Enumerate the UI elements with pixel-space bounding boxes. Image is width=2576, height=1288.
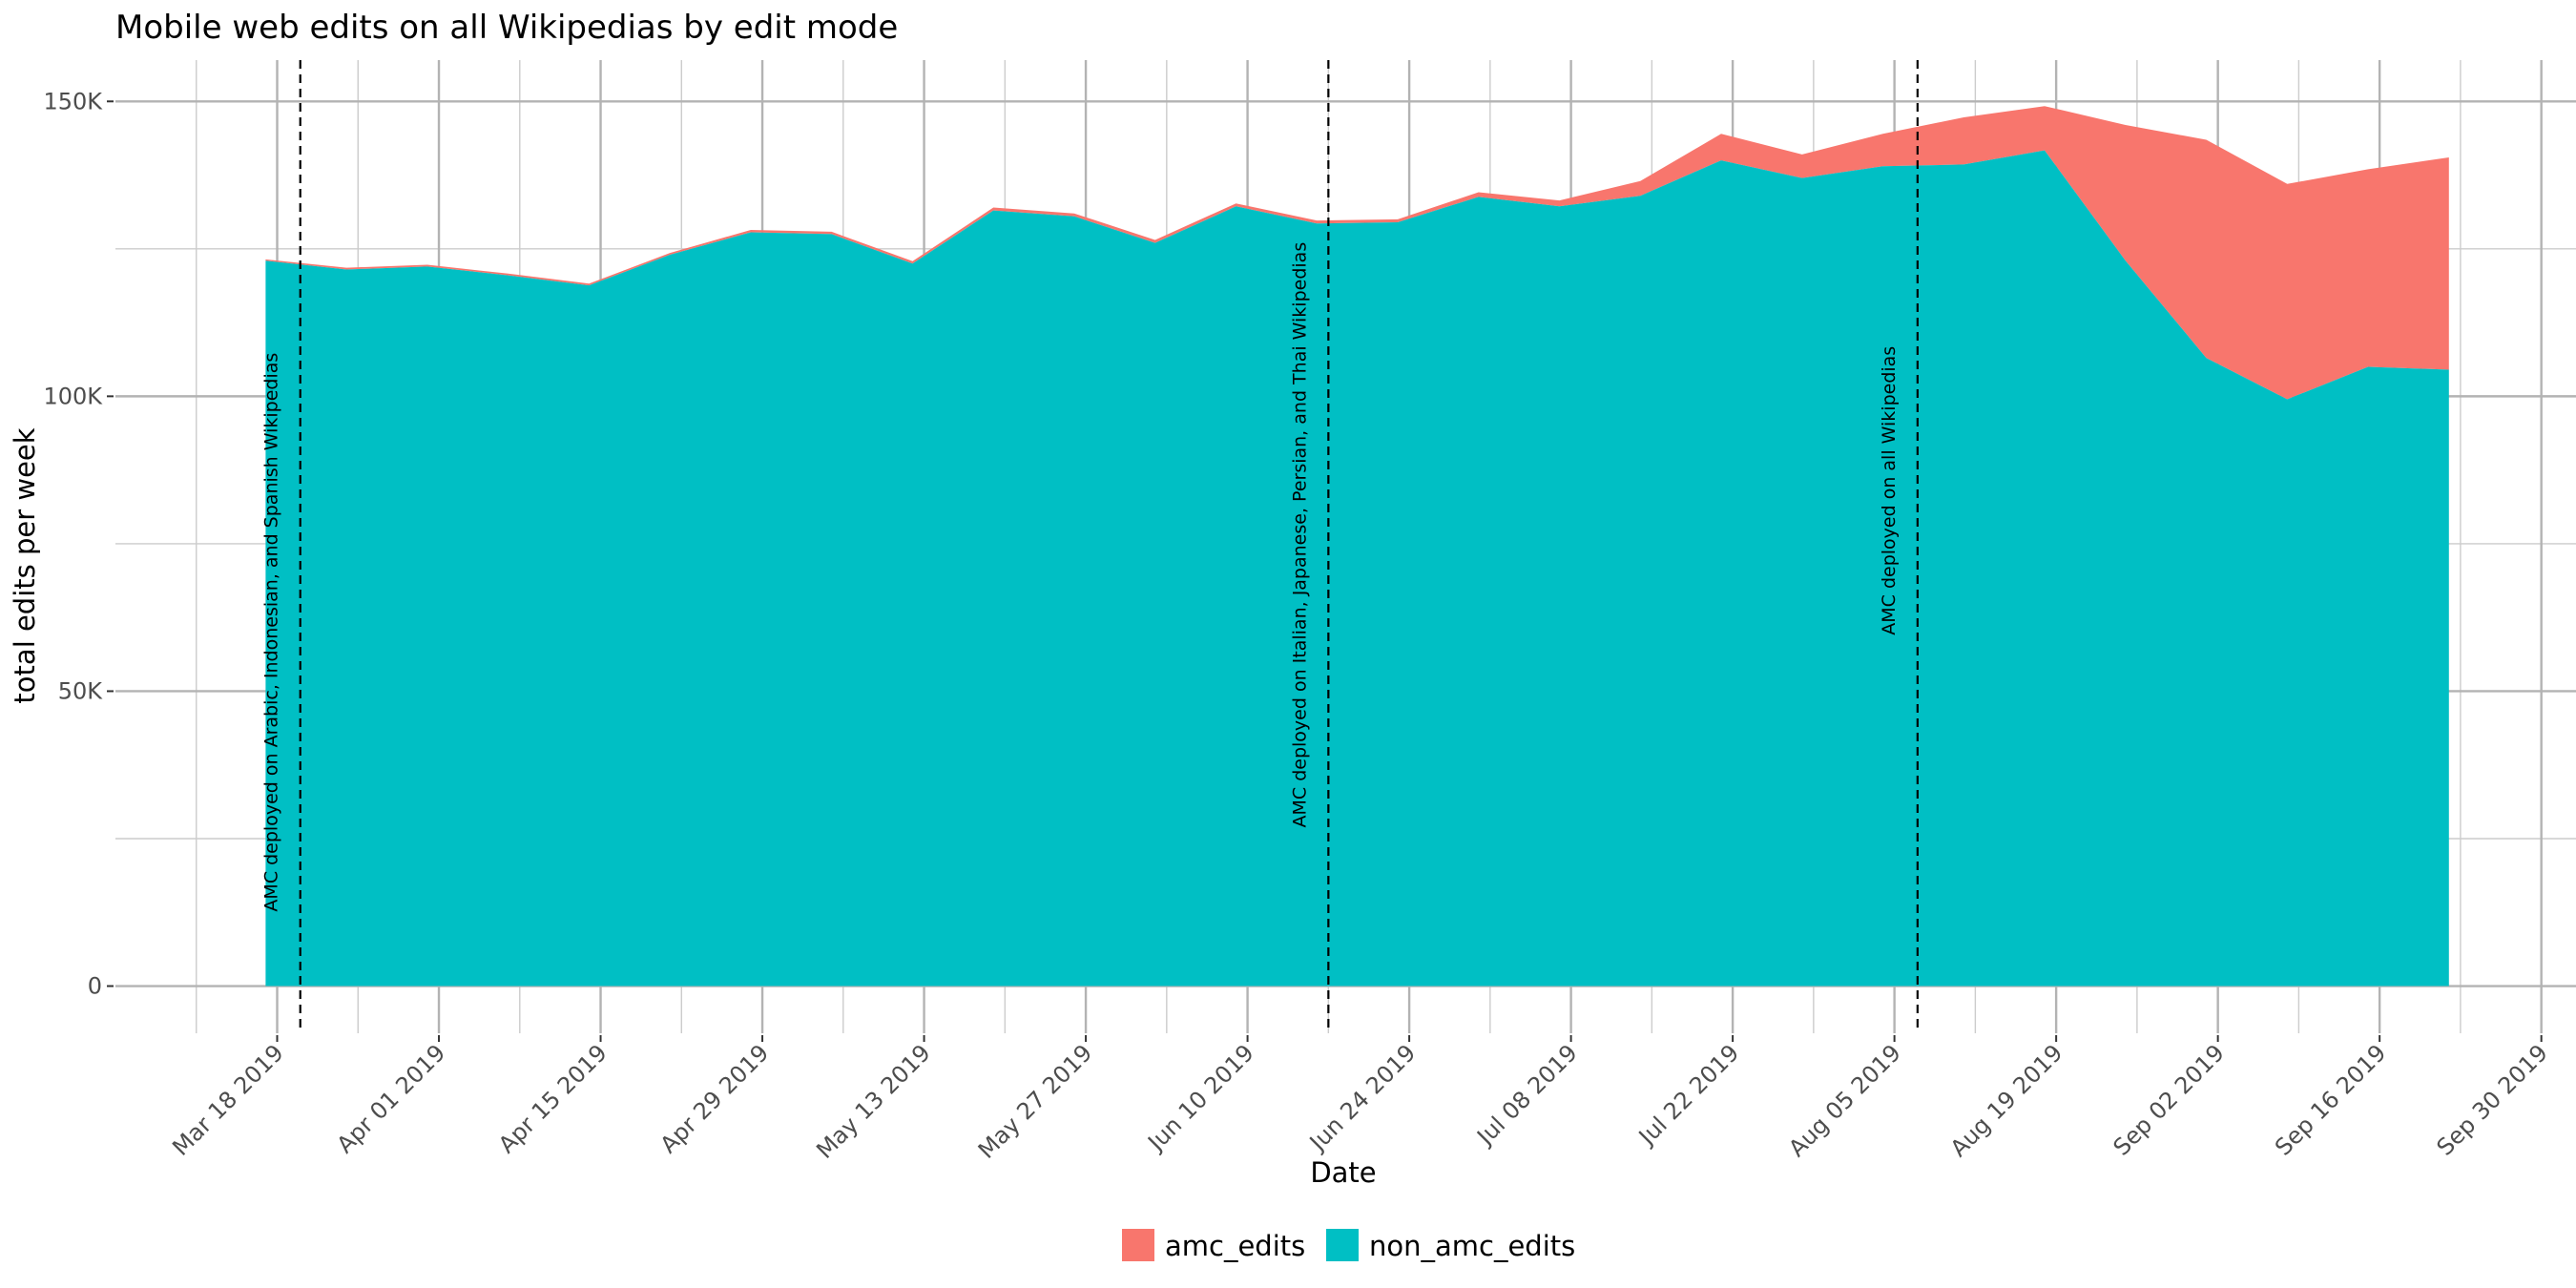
area-amc-edits [265, 106, 2449, 400]
x-tick-label: Mar 18 2019 [167, 1039, 288, 1160]
legend-label: non_amc_edits [1369, 1230, 1575, 1262]
y-tick-label: 150K [43, 88, 103, 114]
deployment-annotation: AMC deployed on Arabic, Indonesian, and … [261, 353, 282, 912]
deployment-annotation: AMC deployed on Italian, Japanese, Persi… [1289, 242, 1310, 828]
y-tick-label: 100K [43, 383, 103, 409]
legend-swatch [1326, 1229, 1359, 1261]
legend-label: amc_edits [1165, 1230, 1305, 1262]
x-tick-label: Apr 01 2019 [332, 1039, 451, 1158]
chart-title: Mobile web edits on all Wikipedias by ed… [115, 9, 898, 47]
x-tick-label: Sep 16 2019 [2270, 1039, 2391, 1160]
legend-swatch [1122, 1229, 1154, 1261]
area-non-amc-edits [265, 150, 2449, 987]
x-tick-label: Sep 30 2019 [2432, 1039, 2553, 1160]
x-tick-label: May 27 2019 [973, 1039, 1097, 1163]
deployment-markers: AMC deployed on Arabic, Indonesian, and … [261, 60, 1919, 1033]
x-tick-label: Sep 02 2019 [2109, 1039, 2230, 1160]
y-tick-label: 50K [58, 677, 104, 704]
x-axis-title: Date [1310, 1156, 1376, 1189]
y-tick-label: 0 [88, 973, 102, 1000]
x-tick-label: Jul 22 2019 [1632, 1039, 1744, 1151]
x-tick-label: Jul 08 2019 [1471, 1039, 1583, 1151]
x-tick-label: Jun 24 2019 [1303, 1039, 1421, 1156]
y-axis-ticks: 0 50K 100K 150K [43, 88, 114, 1000]
stacked-areas [265, 106, 2449, 987]
x-tick-label: May 13 2019 [811, 1039, 935, 1163]
x-tick-label: Apr 29 2019 [655, 1039, 775, 1158]
y-axis-title: total edits per week [9, 427, 41, 703]
x-tick-label: Aug 05 2019 [1783, 1039, 1906, 1162]
deployment-annotation: AMC deployed on all Wikipedias [1879, 346, 1900, 635]
x-tick-label: Apr 15 2019 [493, 1039, 613, 1158]
x-tick-label: Aug 19 2019 [1945, 1039, 2068, 1162]
legend: amc_edits non_amc_edits [1122, 1229, 1575, 1262]
x-axis-ticks: Mar 18 2019 Apr 01 2019 Apr 15 2019 Apr 29 … [167, 1035, 2553, 1164]
x-tick-label: Jun 10 2019 [1142, 1039, 1259, 1156]
